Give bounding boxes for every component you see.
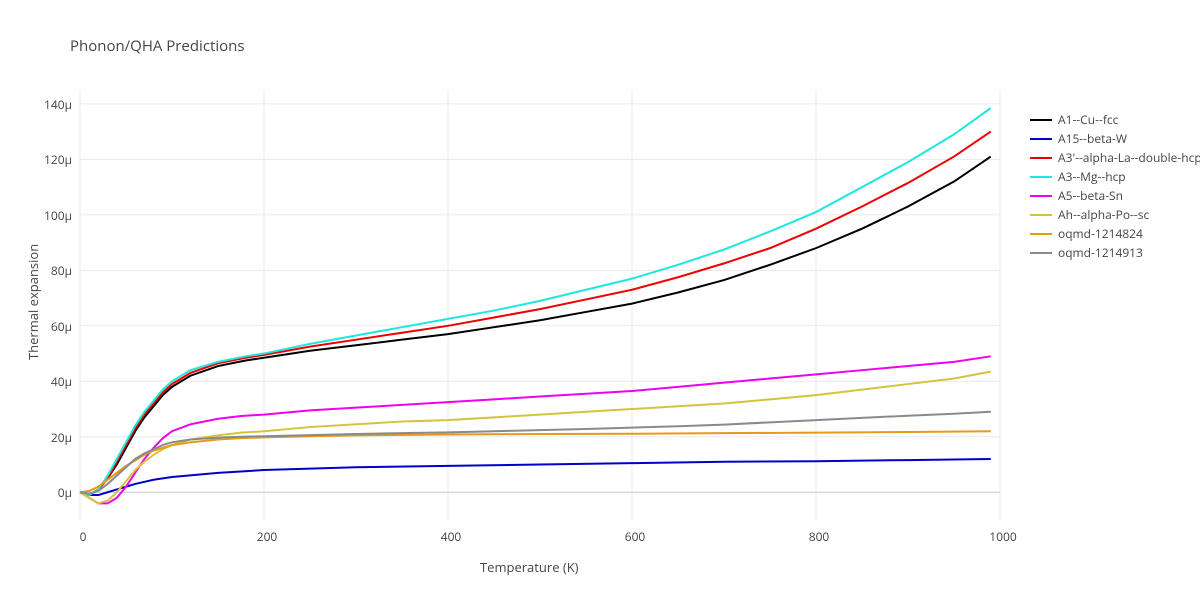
legend-swatch-icon	[1030, 119, 1052, 121]
legend-item[interactable]: A3--Mg--hcp	[1030, 167, 1200, 186]
y-tick-label: 80μ	[51, 262, 72, 279]
legend-label: A15--beta-W	[1058, 130, 1127, 147]
x-tick-label: 600	[620, 528, 650, 545]
legend-swatch-icon	[1030, 252, 1052, 254]
x-tick-label: 400	[436, 528, 466, 545]
legend-item[interactable]: A15--beta-W	[1030, 129, 1200, 148]
y-tick-label: 100μ	[44, 207, 72, 224]
y-tick-label: 0μ	[58, 484, 72, 501]
x-tick-label: 0	[68, 528, 98, 545]
legend-swatch-icon	[1030, 233, 1052, 235]
legend-item[interactable]: oqmd-1214824	[1030, 224, 1200, 243]
legend-label: Ah--alpha-Po--sc	[1058, 206, 1149, 223]
legend-swatch-icon	[1030, 157, 1052, 159]
legend-label: oqmd-1214824	[1058, 225, 1143, 242]
legend-swatch-icon	[1030, 176, 1052, 178]
y-tick-label: 60μ	[51, 318, 72, 335]
legend-item[interactable]: oqmd-1214913	[1030, 243, 1200, 262]
legend-label: oqmd-1214913	[1058, 244, 1143, 261]
chart-plot-area	[0, 0, 1200, 600]
legend-swatch-icon	[1030, 195, 1052, 197]
legend-label: A3'--alpha-La--double-hcp	[1058, 149, 1200, 166]
series-line	[80, 431, 991, 492]
legend-label: A5--beta-Sn	[1058, 187, 1123, 204]
x-tick-label: 800	[804, 528, 834, 545]
y-tick-label: 120μ	[44, 151, 72, 168]
legend-label: A3--Mg--hcp	[1058, 168, 1126, 185]
legend-item[interactable]: A1--Cu--fcc	[1030, 110, 1200, 129]
y-tick-label: 20μ	[51, 429, 72, 446]
series-line	[80, 412, 991, 494]
y-tick-label: 40μ	[51, 373, 72, 390]
legend-swatch-icon	[1030, 214, 1052, 216]
legend-item[interactable]: A3'--alpha-La--double-hcp	[1030, 148, 1200, 167]
legend-item[interactable]: A5--beta-Sn	[1030, 186, 1200, 205]
x-tick-label: 1000	[988, 528, 1018, 545]
series-line	[80, 459, 991, 495]
x-tick-label: 200	[252, 528, 282, 545]
legend-label: A1--Cu--fcc	[1058, 111, 1118, 128]
legend-item[interactable]: Ah--alpha-Po--sc	[1030, 205, 1200, 224]
y-tick-label: 140μ	[44, 96, 72, 113]
legend: A1--Cu--fcc A15--beta-W A3'--alpha-La--dou…	[1030, 110, 1200, 262]
legend-swatch-icon	[1030, 138, 1052, 140]
